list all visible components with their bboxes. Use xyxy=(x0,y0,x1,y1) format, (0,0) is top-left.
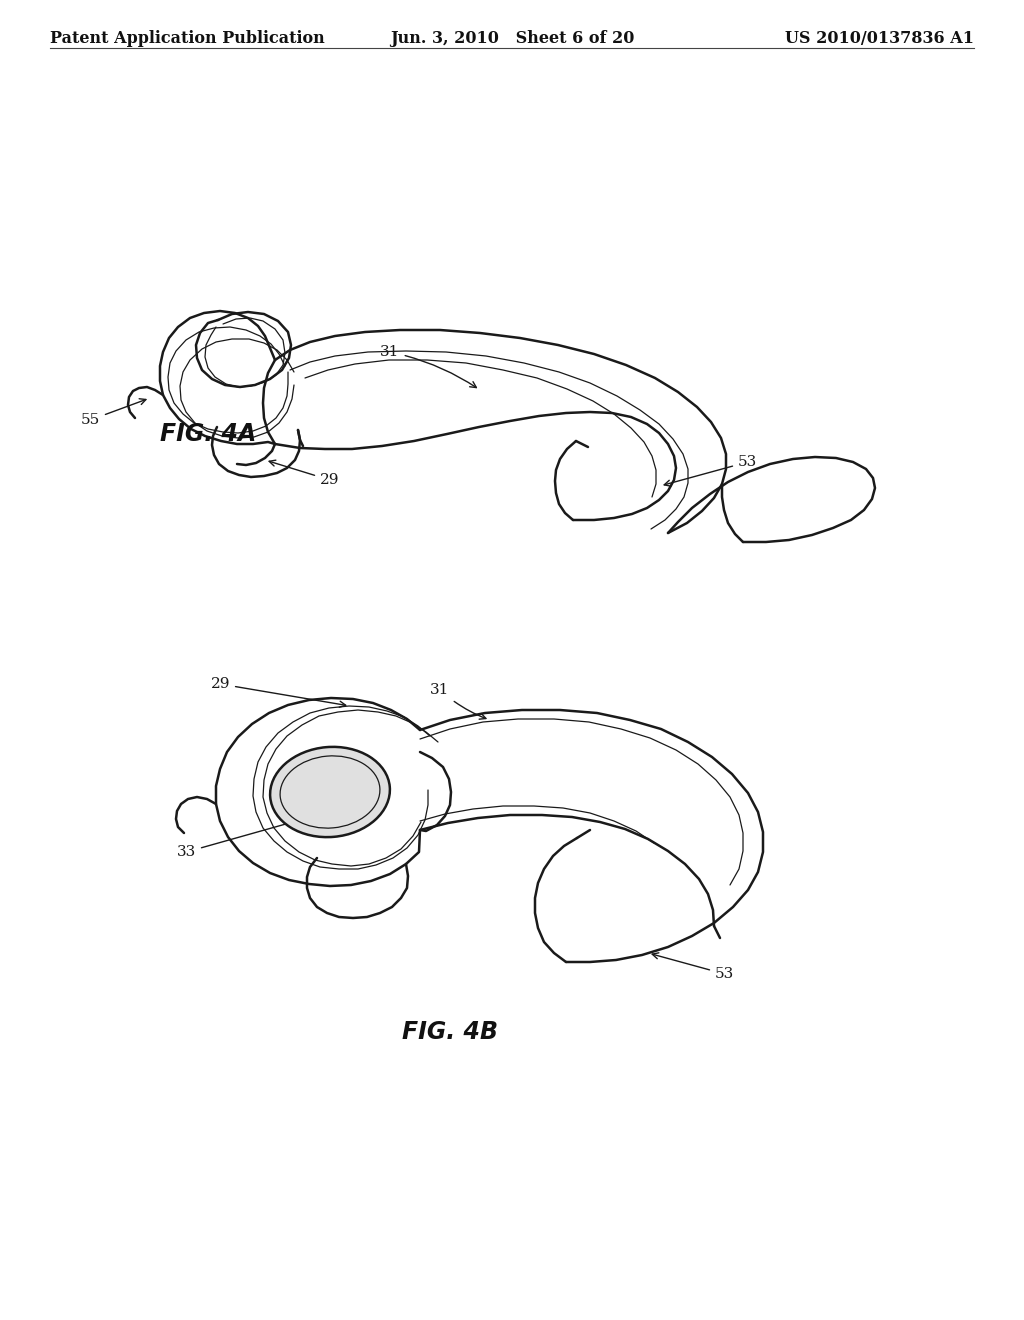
Text: FIG. 4B: FIG. 4B xyxy=(402,1020,498,1044)
Text: 29: 29 xyxy=(269,461,340,487)
Text: 53: 53 xyxy=(665,455,758,486)
Text: 29: 29 xyxy=(211,677,346,708)
Text: US 2010/0137836 A1: US 2010/0137836 A1 xyxy=(785,30,974,48)
Ellipse shape xyxy=(270,747,390,837)
Text: Jun. 3, 2010   Sheet 6 of 20: Jun. 3, 2010 Sheet 6 of 20 xyxy=(390,30,634,48)
Text: Patent Application Publication: Patent Application Publication xyxy=(50,30,325,48)
Text: 53: 53 xyxy=(652,953,734,981)
Text: 33: 33 xyxy=(177,820,296,859)
Text: 31: 31 xyxy=(430,682,486,719)
Text: 55: 55 xyxy=(81,399,146,426)
Text: 31: 31 xyxy=(380,345,476,388)
Text: FIG. 4A: FIG. 4A xyxy=(160,422,256,446)
